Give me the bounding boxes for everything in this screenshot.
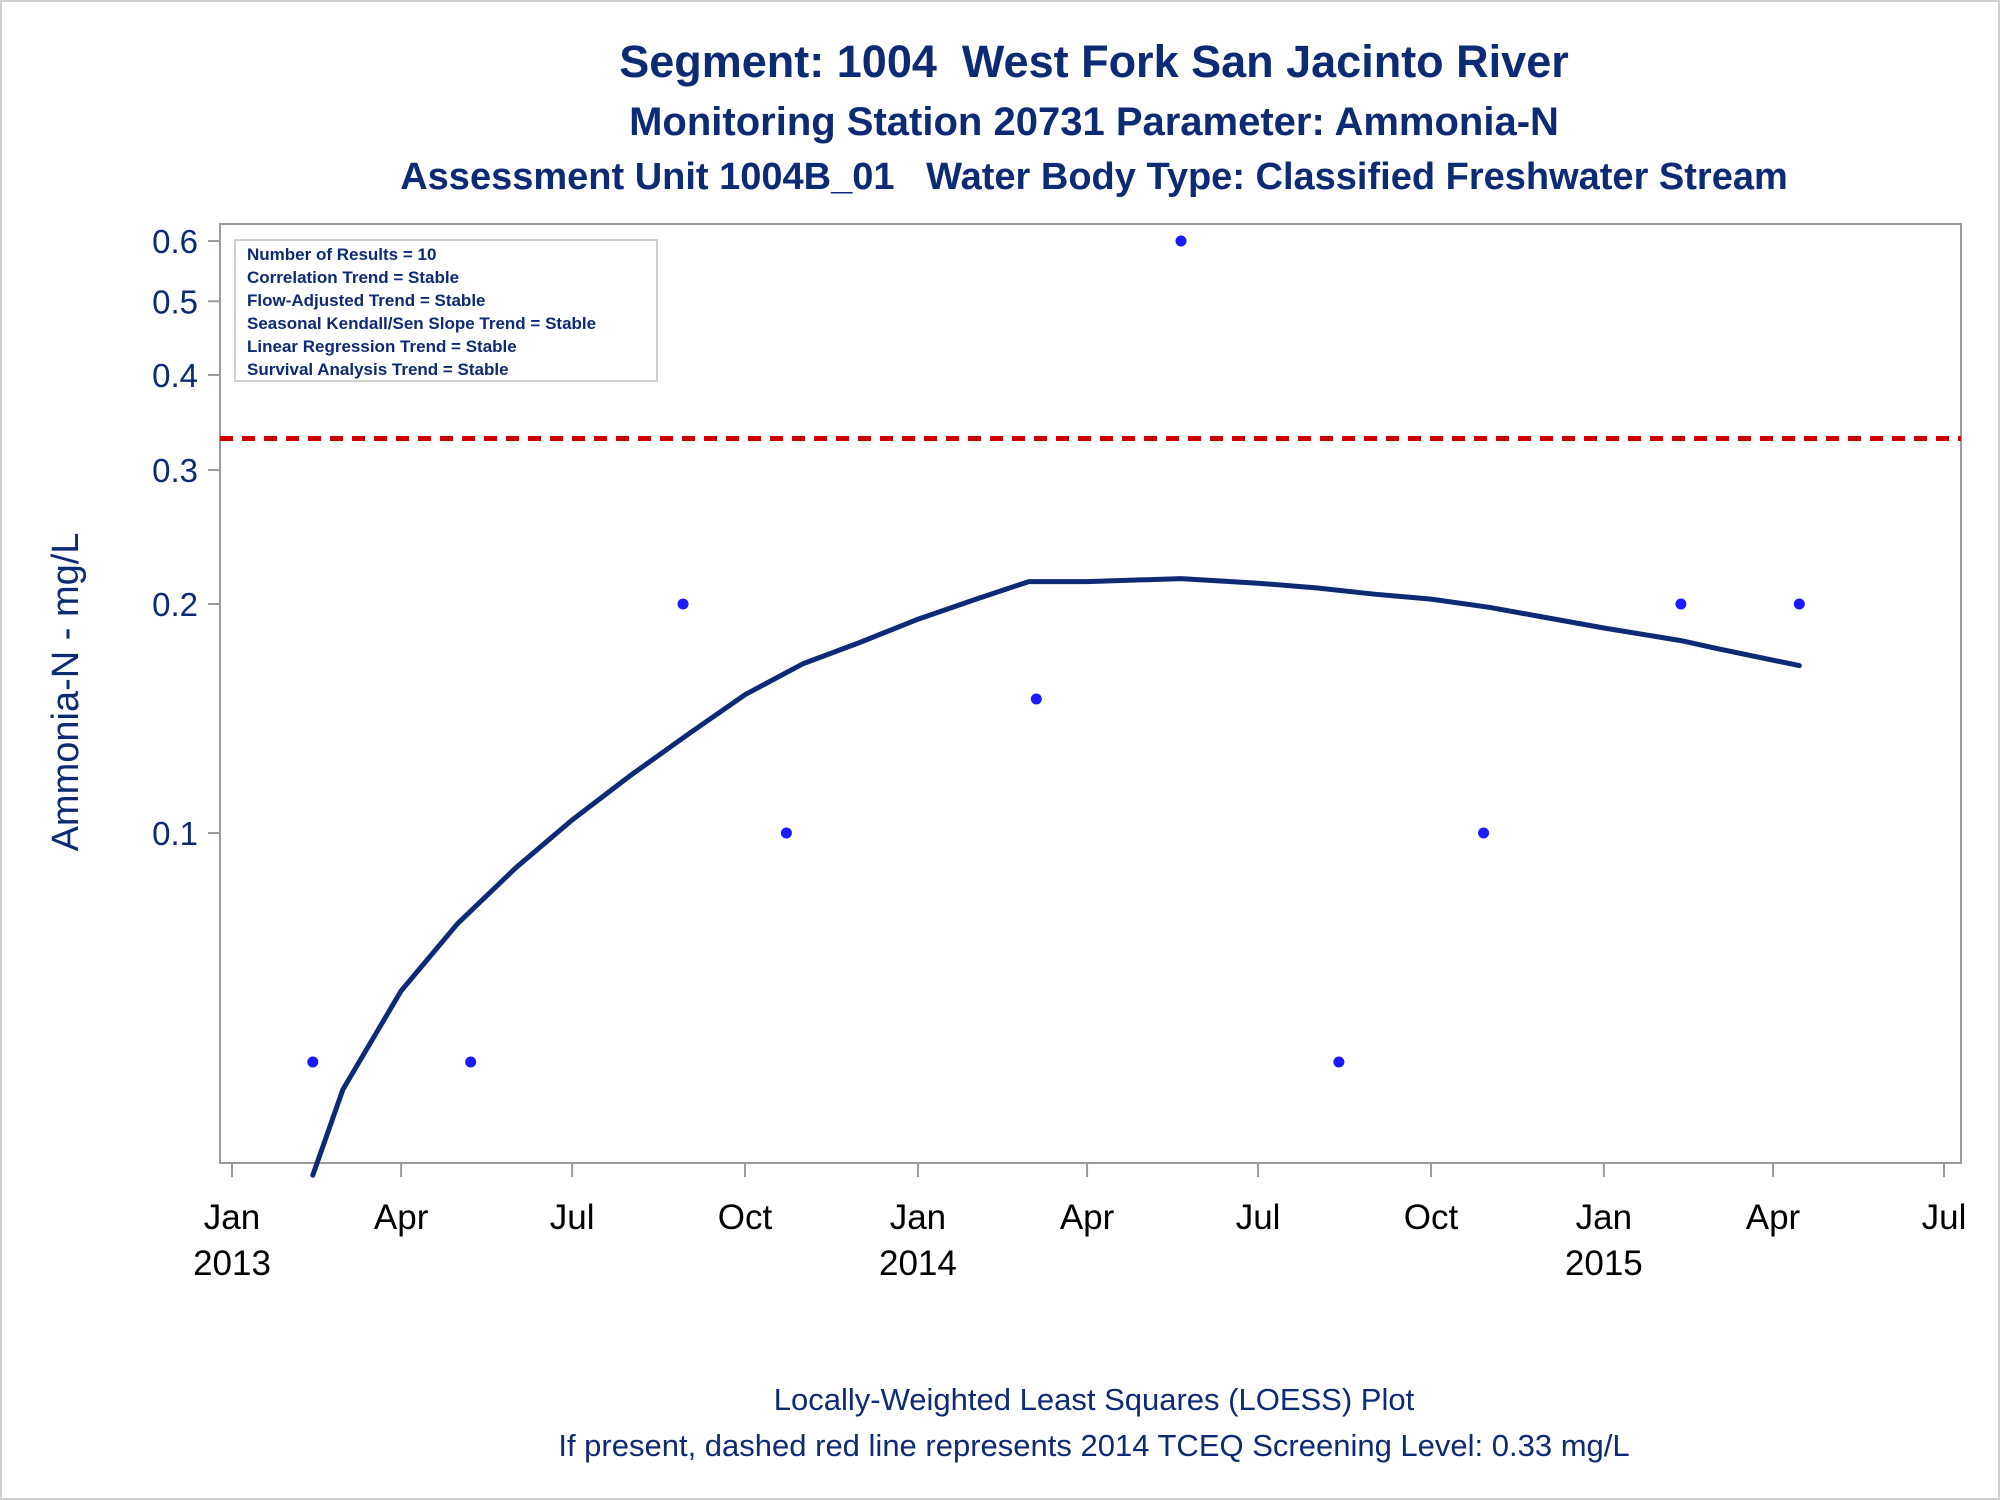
x-tick-label: Jul <box>550 1198 595 1237</box>
y-tick-label: 0.5 <box>152 283 198 320</box>
x-tick-year-label: 2013 <box>193 1244 271 1283</box>
x-tick-label: Jan <box>204 1198 260 1237</box>
data-point <box>1675 598 1687 610</box>
data-point <box>1478 827 1490 839</box>
data-point <box>465 1056 477 1068</box>
legend-line: Correlation Trend = Stable <box>247 268 459 287</box>
legend-line: Seasonal Kendall/Sen Slope Trend = Stabl… <box>247 314 596 333</box>
footnote-reference: If present, dashed red line represents 2… <box>558 1428 1630 1463</box>
y-tick-label: 0.1 <box>152 815 198 852</box>
legend-line: Flow-Adjusted Trend = Stable <box>247 291 486 310</box>
y-tick-label: 0.2 <box>152 586 198 623</box>
x-tick-label: Jul <box>1236 1198 1281 1237</box>
x-tick-label: Oct <box>718 1198 773 1237</box>
data-point <box>1793 598 1805 610</box>
plot-area <box>219 223 1962 1164</box>
x-tick-label: Apr <box>1746 1198 1801 1237</box>
chart-title: Segment: 1004 West Fork San Jacinto Rive… <box>619 36 1569 87</box>
y-tick-label: 0.6 <box>152 223 198 260</box>
chart-subtitle: Monitoring Station 20731 Parameter: Ammo… <box>629 100 1559 144</box>
x-tick-label: Jul <box>1922 1198 1967 1237</box>
x-tick-label: Jan <box>1576 1198 1632 1237</box>
data-point <box>780 827 792 839</box>
legend-line: Linear Regression Trend = Stable <box>247 337 517 356</box>
data-point <box>307 1056 319 1068</box>
x-tick-label: Apr <box>374 1198 429 1237</box>
x-tick-year-label: 2015 <box>1565 1244 1643 1283</box>
chart-subtitle-2: Assessment Unit 1004B_01 Water Body Type… <box>400 156 1788 198</box>
legend-line: Number of Results = 10 <box>247 245 436 264</box>
footnote-method: Locally-Weighted Least Squares (LOESS) P… <box>773 1382 1415 1417</box>
legend-box <box>234 239 658 382</box>
data-point <box>1333 1056 1345 1068</box>
x-tick-year-label: 2014 <box>879 1244 957 1283</box>
x-tick-label: Oct <box>1404 1198 1459 1237</box>
y-axis-label: Ammonia-N - mg/L <box>45 533 87 852</box>
data-point <box>1175 235 1187 247</box>
y-tick-label: 0.4 <box>152 357 198 394</box>
x-tick-label: Jan <box>890 1198 946 1237</box>
loess-curve <box>310 576 1802 1178</box>
data-point <box>1030 693 1042 705</box>
x-tick-label: Apr <box>1060 1198 1115 1237</box>
y-tick-label: 0.3 <box>152 452 198 489</box>
legend-line: Survival Analysis Trend = Stable <box>247 360 509 379</box>
data-point <box>677 598 689 610</box>
